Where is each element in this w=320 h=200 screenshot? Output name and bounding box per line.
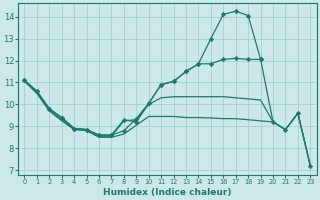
X-axis label: Humidex (Indice chaleur): Humidex (Indice chaleur) xyxy=(103,188,232,197)
